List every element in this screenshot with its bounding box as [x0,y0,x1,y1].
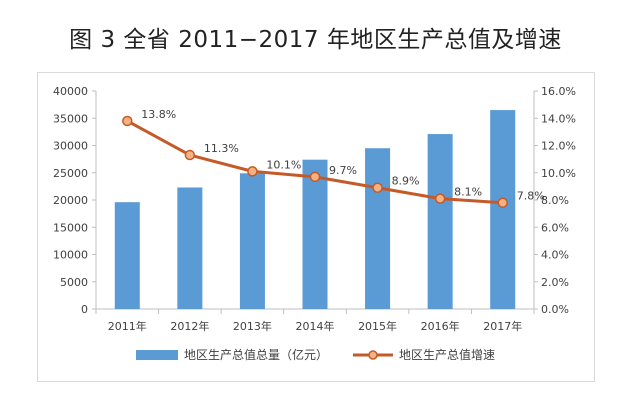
legend-label-line: 地区生产总值增速 [399,347,495,362]
y-left-tick-label: 0 [81,303,88,316]
y-left-tick-label: 25000 [53,167,88,180]
y-left-tick-label: 30000 [53,140,88,153]
y-right-tick-label: 8.0% [541,194,569,207]
axes: 0 5000 10000 15000 20000 25000 30000 35000 40000… [53,85,576,333]
bar [302,159,328,309]
x-tick-label: 2013年 [233,319,272,333]
y-right-tick-label: 16.0% [541,85,576,98]
line-point [372,182,383,193]
y-left-tick-label: 15000 [53,221,88,234]
bar-series [114,110,516,309]
data-label: 7.8% [517,190,545,203]
data-label: 8.1% [454,186,482,199]
legend: 地区生产总值总量（亿元） 地区生产总值增速 [136,347,495,362]
bar [365,148,391,309]
line-point [434,193,446,204]
x-tick-label: 2014年 [296,319,335,333]
x-tick-label: 2015年 [358,319,397,333]
y-right-tick-label: 12.0% [541,140,576,153]
y-left-tick-label: 20000 [53,194,88,207]
line-point [184,149,196,161]
y-right-tick-label: 10.0% [541,167,576,180]
data-label: 13.8% [141,108,176,121]
y-right-tick-label: 4.0% [541,249,569,262]
data-labels: 13.8% 11.3% 10.1% 9.7% 8.9% 8.1% 7.8% [141,108,544,203]
data-label: 9.7% [329,164,357,177]
y-left-tick-label: 40000 [53,85,88,98]
data-label: 8.9% [392,175,420,188]
legend-swatch-bar [136,350,178,360]
y-left-tick-label: 5000 [60,276,88,289]
y-right-tick-label: 6.0% [541,221,569,234]
x-tick-label: 2016年 [421,319,460,333]
line-point [122,115,133,127]
y-left-tick-label: 10000 [53,249,88,262]
chart-frame: 0 5000 10000 15000 20000 25000 30000 35000 40000… [37,72,595,382]
legend-swatch-marker [368,350,378,360]
bar [239,173,265,309]
line-point [497,197,508,208]
x-tick-label: 2011年 [108,319,147,333]
bar [177,187,203,309]
bar [427,134,453,309]
line-series [122,115,508,208]
legend-label-bar: 地区生产总值总量（亿元） [184,347,328,362]
data-label: 11.3% [204,142,239,155]
bar [490,110,516,309]
y-right-tick-label: 2.0% [541,276,569,289]
data-label: 10.1% [266,158,301,171]
y-right-tick-label: 0.0% [541,303,569,316]
y-left-tick-label: 35000 [53,112,88,125]
line-point [309,171,321,183]
x-tick-label: 2012年 [170,319,209,333]
combo-chart: 0 5000 10000 15000 20000 25000 30000 35000 40000… [53,85,576,362]
bar [114,202,140,309]
y-right-tick-label: 14.0% [541,112,576,125]
x-tick-label: 2017年 [483,319,522,333]
line-point [247,166,258,177]
figure-title: 图 3 全省 2011−2017 年地区生产总值及增速 [69,27,562,53]
